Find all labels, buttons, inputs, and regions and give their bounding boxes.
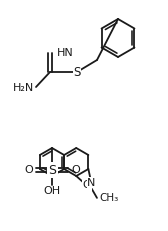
Text: N: N: [87, 178, 95, 188]
Text: S: S: [73, 66, 81, 79]
Text: O: O: [24, 165, 33, 175]
Text: O: O: [71, 165, 80, 175]
Text: S: S: [48, 164, 56, 176]
Text: OH: OH: [44, 186, 60, 196]
Text: O: O: [82, 180, 91, 190]
Text: H₂N: H₂N: [13, 83, 34, 93]
Text: CH₃: CH₃: [99, 193, 118, 203]
Text: HN: HN: [57, 48, 74, 58]
